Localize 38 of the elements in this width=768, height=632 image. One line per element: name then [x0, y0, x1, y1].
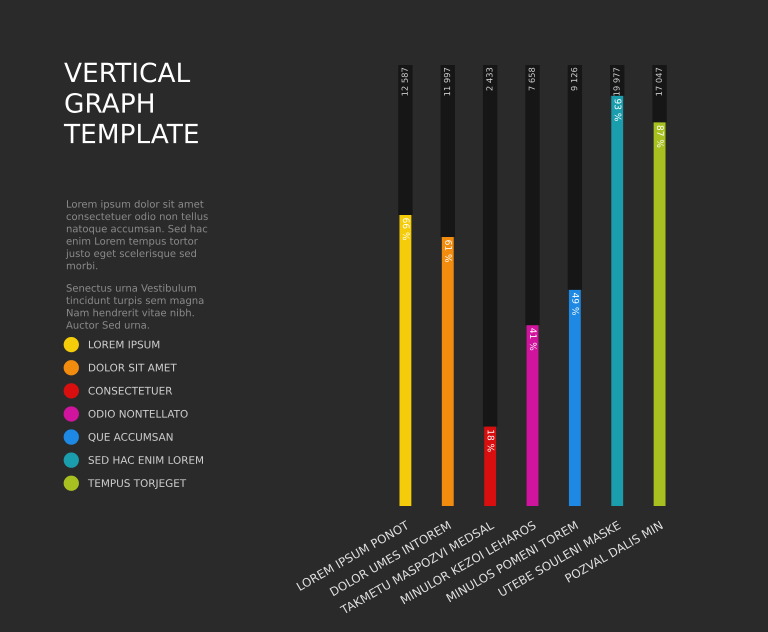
bar — [652, 65, 667, 122]
bar — [568, 290, 581, 506]
legend-label: TEMPUS TORJEGET — [88, 479, 186, 489]
bar — [442, 236, 454, 506]
legend-label: QUE ACCUMSAN — [88, 432, 172, 442]
bar — [610, 65, 624, 96]
legend-label: DOLOR SIT AMET — [88, 364, 177, 372]
bar — [482, 65, 498, 427]
bar — [654, 122, 666, 506]
bar — [568, 65, 582, 290]
data-label: 61 % — [445, 240, 452, 262]
data-label: 41 % — [530, 328, 537, 350]
data-label: 49 % — [572, 292, 580, 315]
bar — [484, 426, 496, 506]
bar — [440, 65, 455, 237]
data-label: 93 % — [614, 99, 622, 121]
legend-label: ODIO NONTELLATO — [88, 410, 188, 418]
bar — [526, 325, 538, 506]
data-label: 18 % — [488, 430, 494, 452]
legend-label: SED HAC ENIM LOREM — [88, 456, 203, 464]
data-label: 66 % — [402, 218, 410, 240]
bar — [398, 65, 413, 215]
bar — [525, 65, 540, 326]
legend-label: CONSECTETUER — [88, 386, 172, 395]
legend-label: LOREM IPSUM — [88, 340, 160, 348]
annotation: 12 587 — [402, 68, 408, 96]
annotation: 9 126 — [570, 68, 578, 91]
annotation: 2 433 — [486, 68, 493, 90]
bar — [399, 214, 412, 506]
text: Senectus urna Vestibulum tincidunt turpis sem magna Nam hendrerit vitae nibh. Auctor Sed urna. — [66, 284, 204, 329]
text: VERTICAL GRAPH TEMPLATE — [64, 62, 198, 144]
annotation: 17 047 — [656, 68, 662, 96]
bar — [611, 96, 624, 506]
data-label: 87 % — [656, 126, 664, 148]
annotation: 19 977 — [613, 68, 620, 96]
annotation: 7 658 — [528, 68, 535, 90]
text: Lorem ipsum dolor sit amet consectetuer odio non tellus natoque accumsan. Sed hac enim Lorem tempus tortor justo eget scelerisque sed morbi. — [66, 200, 208, 270]
annotation: 11 997 — [444, 68, 450, 96]
